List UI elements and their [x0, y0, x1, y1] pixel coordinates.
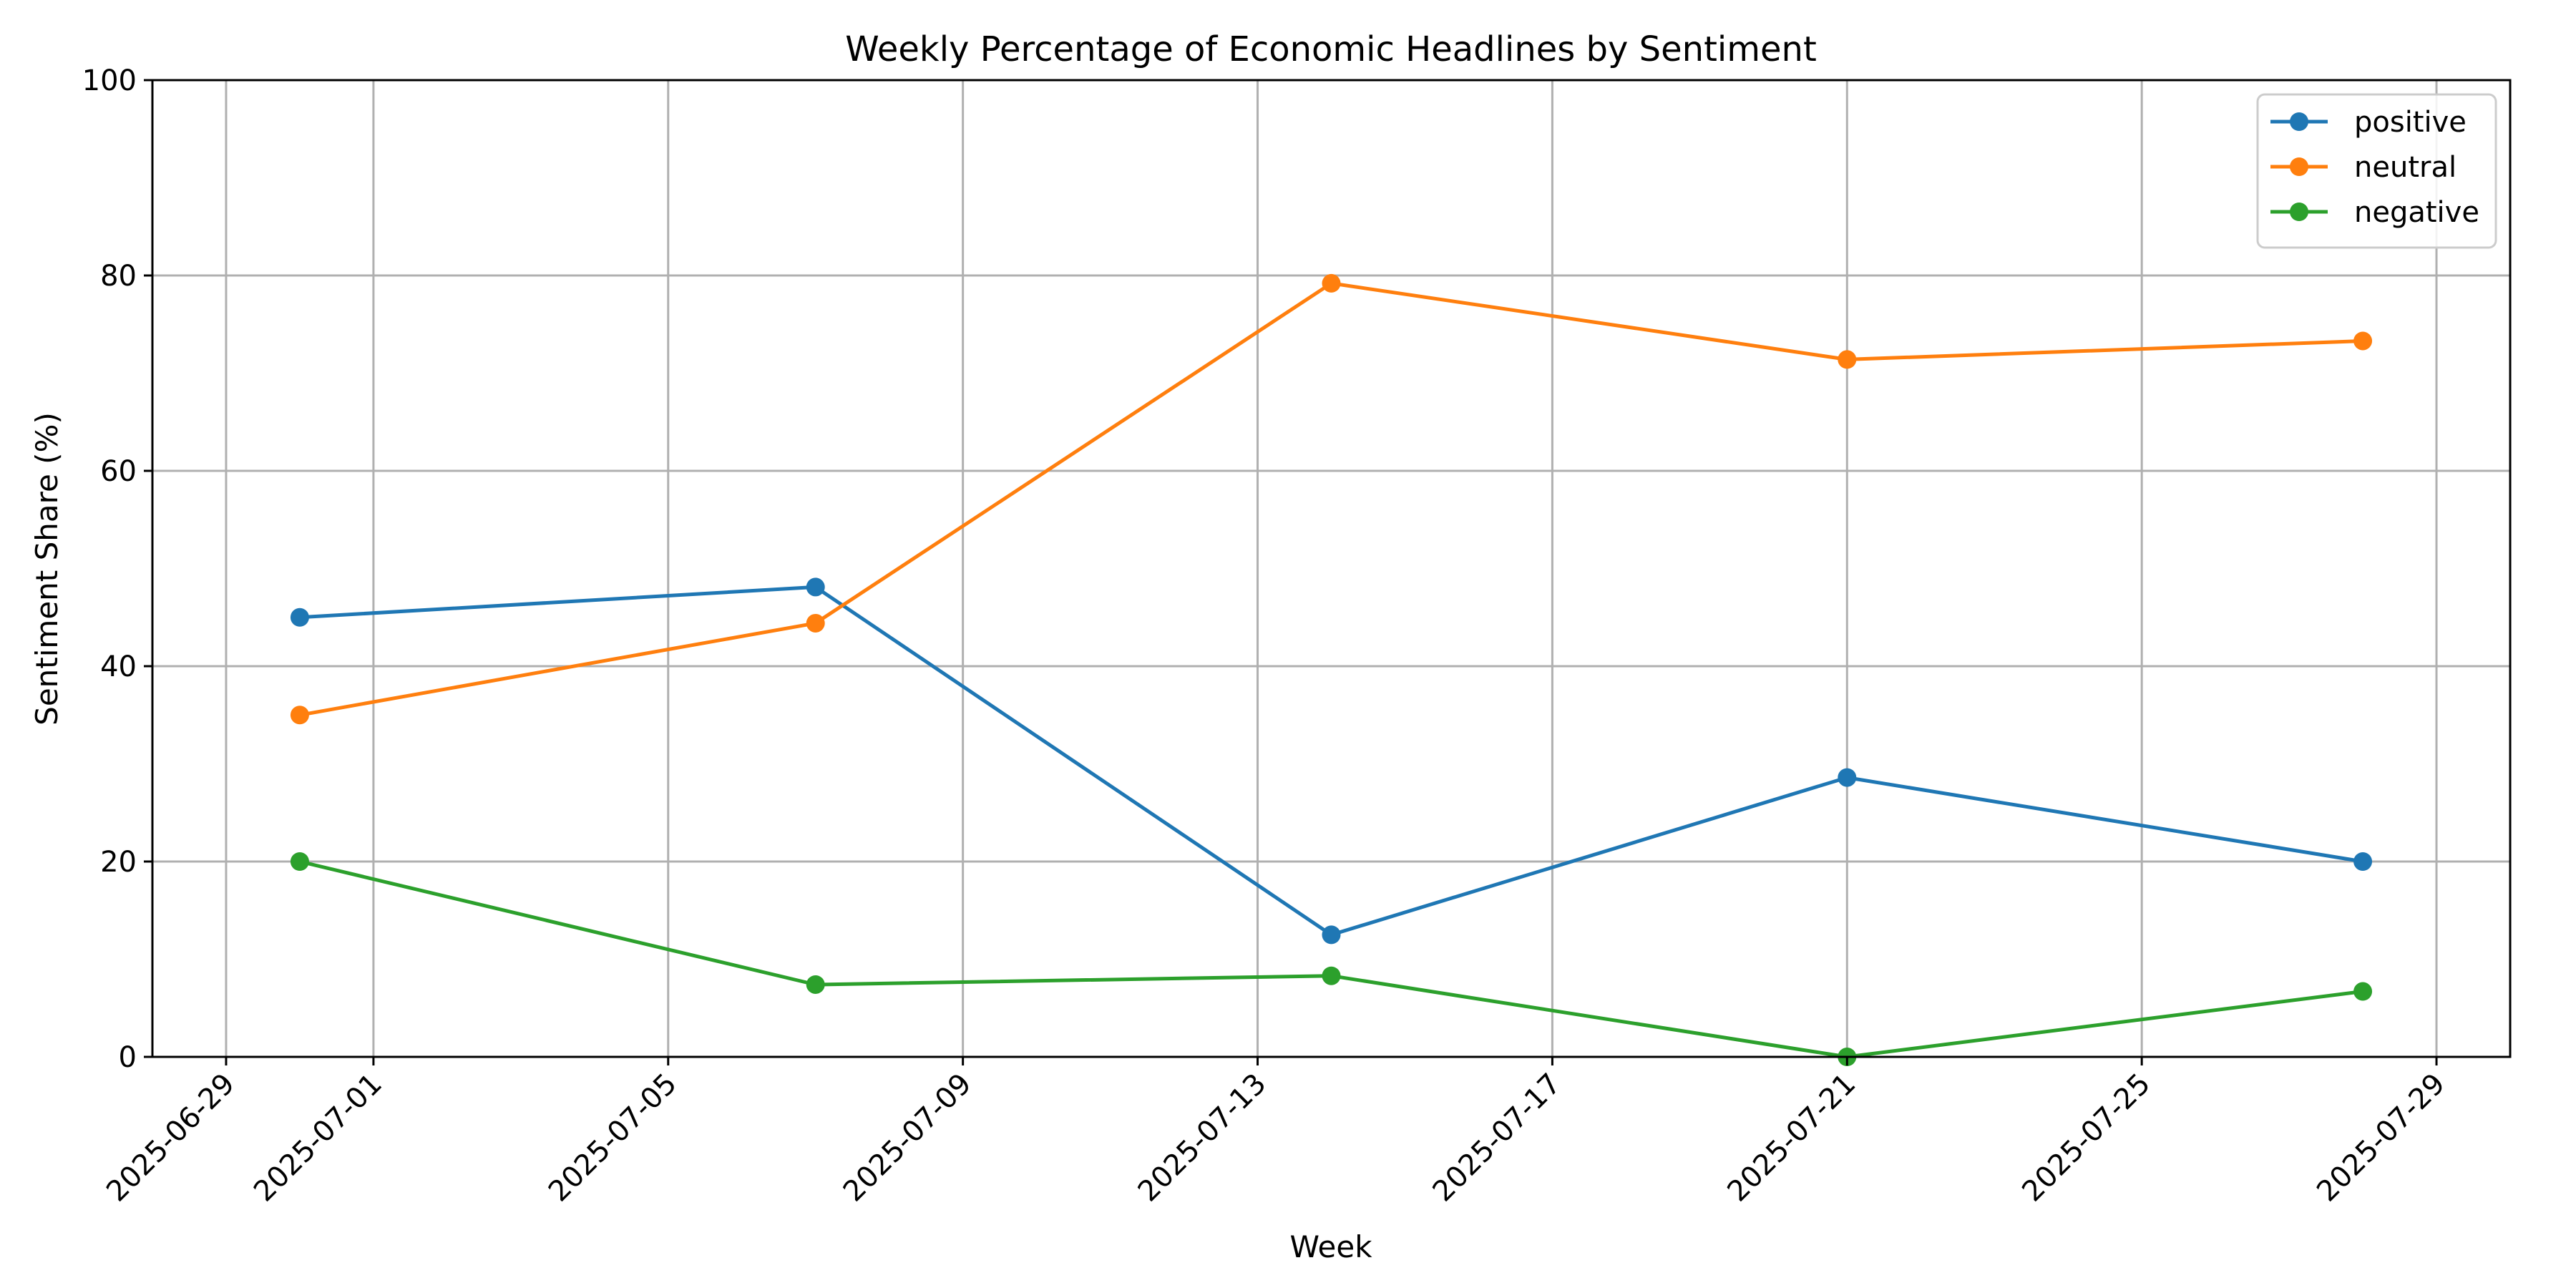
y-tick-label: 80 — [100, 260, 137, 293]
legend-swatch-marker — [2290, 203, 2308, 221]
legend: positive neutral negative — [2256, 93, 2497, 249]
legend-box — [2256, 93, 2497, 249]
legend-swatch-marker — [2290, 112, 2308, 131]
data-point-negative — [290, 852, 309, 871]
legend-item-positive: positive — [2270, 106, 2467, 139]
y-axis-label: Sentiment Share (%) — [29, 412, 64, 726]
y-tick-label: 60 — [100, 455, 137, 488]
plot-frame — [151, 79, 2512, 1058]
data-point-negative — [1322, 966, 1341, 985]
data-point-neutral — [1838, 350, 1857, 369]
legend-swatch-marker — [2290, 157, 2308, 176]
data-point-positive — [290, 608, 309, 627]
data-point-positive — [1838, 768, 1857, 787]
y-tick-label: 20 — [100, 846, 137, 879]
data-point-negative — [2353, 982, 2373, 1001]
y-tick-label: 0 — [119, 1041, 137, 1074]
legend-label-positive: positive — [2354, 106, 2467, 139]
series-layer — [290, 273, 2373, 1066]
data-point-neutral — [2353, 331, 2373, 351]
data-point-positive — [806, 577, 825, 597]
chart-title: Weekly Percentage of Economic Headlines … — [845, 29, 1817, 69]
legend-label-neutral: neutral — [2354, 151, 2457, 184]
data-point-neutral — [806, 613, 825, 633]
legend-item-negative: negative — [2270, 196, 2479, 229]
y-tick-label: 100 — [82, 64, 137, 97]
y-tick-label: 40 — [100, 650, 137, 683]
data-point-neutral — [1322, 273, 1341, 293]
data-point-neutral — [290, 706, 309, 725]
series-negative — [290, 852, 2373, 1066]
data-point-positive — [2353, 852, 2373, 871]
data-point-negative — [806, 975, 825, 994]
legend-item-neutral: neutral — [2270, 151, 2457, 184]
series-neutral — [290, 273, 2373, 725]
legend-label-negative: negative — [2354, 196, 2479, 229]
series-positive — [290, 577, 2373, 945]
x-axis-label: Week — [1289, 1229, 1372, 1264]
data-point-positive — [1322, 925, 1341, 945]
y-axis: 0 20 40 60 80 100 — [82, 64, 152, 1074]
